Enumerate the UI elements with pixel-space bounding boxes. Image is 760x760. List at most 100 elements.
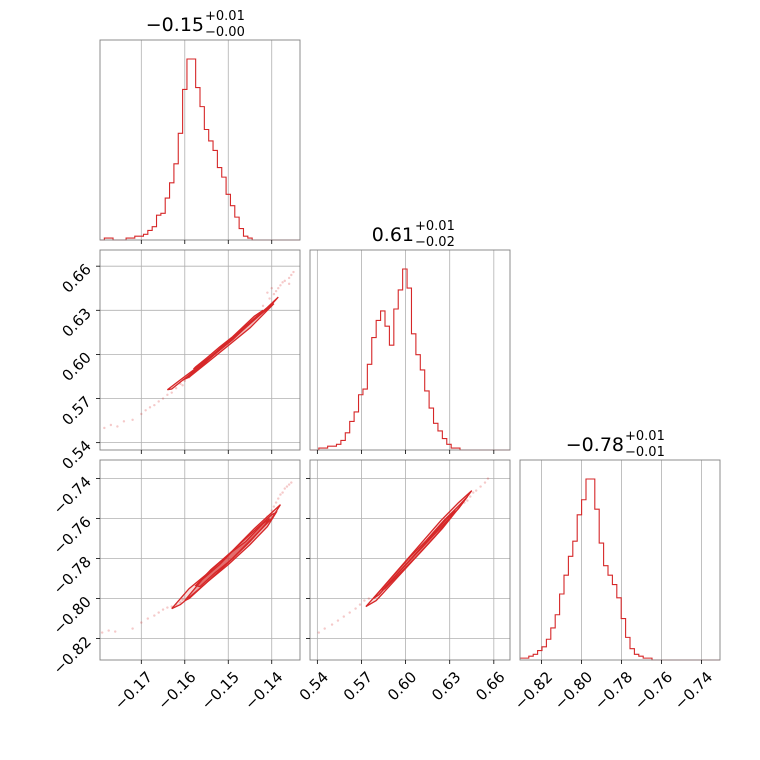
panel-frame [99,459,301,661]
sample-point [348,611,351,614]
sample-point [170,391,173,394]
sample-point [131,418,134,422]
sample-point [277,497,280,500]
sample-point [486,477,490,480]
sample-point [330,623,334,626]
histogram-1 [310,268,510,451]
sample-point [116,425,119,428]
contour-line-outer [166,296,279,391]
scatter-panel-1-0 [96,249,301,454]
sample-point [122,420,126,423]
sample-point [323,627,326,630]
panel-frame [99,39,301,241]
sample-point [363,599,366,602]
contour-line-outer [171,504,281,610]
scatter-panel-2-0 [96,459,301,664]
y-tick-label: 0.54 [58,437,94,473]
contour-fill-outer [365,490,472,607]
x-tick-label: −0.76 [631,668,676,713]
panel-title-0: −0.15 [146,14,204,36]
y-tick-label: −0.78 [50,553,95,598]
sample-point [479,485,482,488]
contour-fill-2sigma [184,512,277,601]
sample-point [290,481,293,484]
sample-point [469,495,472,498]
panel-frame [99,249,301,451]
sample-point [114,630,117,633]
sample-point [166,606,169,609]
sample-point [358,603,362,606]
panel-frame [309,459,511,661]
sample-point [287,483,291,486]
sample-point [266,291,269,294]
sample-point [268,297,271,300]
sample-point [181,598,184,601]
sample-point [277,287,280,290]
contour-line-outer [365,490,473,608]
y-tick-label: 0.60 [58,349,94,385]
scatter-panel-2-1 [306,459,511,664]
title-upper-error: +0.01 [205,9,245,24]
sample-point [109,423,113,427]
sample-point [140,412,143,416]
title-lower-error: −0.00 [205,25,245,40]
sample-point [466,499,469,502]
sample-point [336,619,340,622]
contour-fill-2sigma [373,496,468,599]
y-tick-label: −0.80 [50,593,95,638]
title-lower-error: −0.02 [415,235,455,250]
sample-point [274,289,278,293]
sample-point [148,406,152,409]
sample-point [157,611,160,614]
title-lower-error: −0.01 [625,445,665,460]
sample-point [283,487,286,490]
y-tick-label: −0.82 [50,633,95,678]
sample-point [272,292,276,296]
sample-point [367,597,371,600]
x-tick-label: 0.57 [340,668,376,704]
x-tick-label: −0.17 [111,668,156,713]
sample-point [161,397,165,400]
sample-point [144,409,147,412]
sample-point [179,601,182,604]
sample-point [317,631,321,634]
sample-point [342,615,346,618]
x-tick-label: −0.15 [198,668,243,713]
sample-point [285,485,289,488]
x-tick-label: −0.14 [241,668,286,713]
x-tick-label: 0.63 [428,668,464,704]
hist-panel-1: 0.61 +0.01−0.02 [309,219,511,454]
sample-point [290,273,293,277]
x-tick-label: −0.82 [511,668,556,713]
sample-point [107,629,110,632]
sample-point [183,379,186,383]
sample-point [103,426,106,430]
panel-title-1: 0.61 [372,224,414,246]
x-tick-label: 0.60 [384,668,420,704]
sample-point [483,481,487,484]
x-tick-label: −0.16 [154,668,199,713]
hist-panel-2: −0.78 +0.01−0.01 [519,429,721,664]
sample-point [287,276,291,280]
sample-point [274,501,278,504]
x-tick-label: 0.66 [472,668,508,704]
x-tick-label: −0.80 [551,668,596,713]
sample-point [272,505,276,508]
sample-point [146,617,150,620]
y-tick-label: 0.63 [58,304,94,340]
sample-point [140,621,143,624]
y-tick-label: −0.74 [50,473,95,518]
sample-point [283,279,286,283]
title-upper-error: +0.01 [415,219,455,234]
sample-point [161,608,165,611]
sample-point [157,400,160,403]
sample-point [354,607,357,610]
sample-point [472,491,475,494]
x-tick-label: 0.54 [296,668,332,704]
sample-point [181,384,184,387]
sample-point [279,493,282,496]
hist-panel-0: −0.15 +0.01−0.00 [99,9,301,244]
sample-point [261,304,265,308]
title-upper-error: +0.01 [625,429,665,444]
